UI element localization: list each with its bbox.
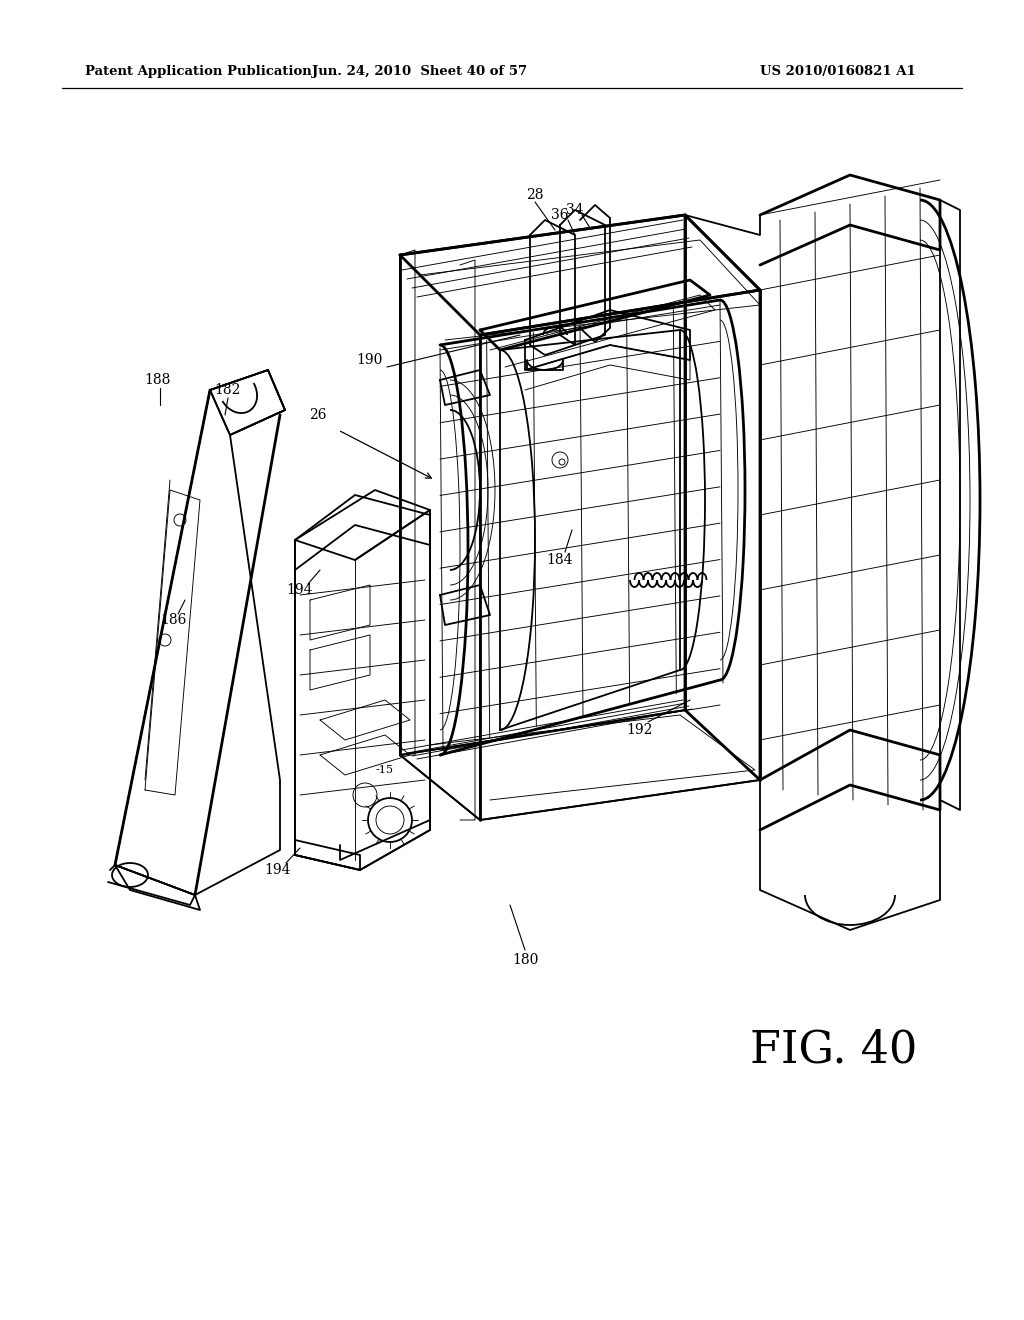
Text: -15: -15: [376, 766, 394, 775]
Text: 26: 26: [309, 408, 327, 422]
Text: 194: 194: [265, 863, 291, 876]
Text: FIG. 40: FIG. 40: [750, 1028, 918, 1072]
Text: Jun. 24, 2010  Sheet 40 of 57: Jun. 24, 2010 Sheet 40 of 57: [312, 66, 527, 78]
Text: 28: 28: [526, 187, 544, 202]
Text: 182: 182: [215, 383, 242, 397]
Text: 184: 184: [547, 553, 573, 568]
Text: 36: 36: [551, 209, 568, 222]
Text: US 2010/0160821 A1: US 2010/0160821 A1: [760, 66, 915, 78]
Text: 194: 194: [287, 583, 313, 597]
Text: 190: 190: [356, 352, 383, 367]
Text: 180: 180: [512, 953, 539, 968]
Text: 192: 192: [627, 723, 653, 737]
Text: 186: 186: [160, 612, 186, 627]
Text: Patent Application Publication: Patent Application Publication: [85, 66, 311, 78]
Text: 188: 188: [144, 374, 171, 387]
Text: 34: 34: [566, 203, 584, 216]
